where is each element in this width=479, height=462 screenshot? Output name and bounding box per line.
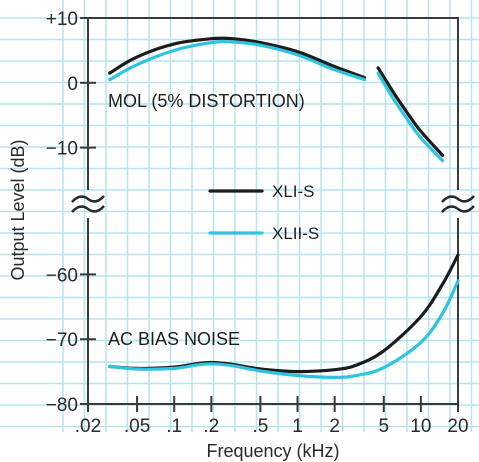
- x-tick-label: 20: [447, 416, 468, 437]
- series-xli-s-mol-segment-1: [108, 36, 367, 80]
- x-axis-title: Frequency (kHz): [206, 441, 339, 461]
- x-tick-label: .5: [252, 416, 268, 437]
- y-tick-label: −80: [46, 395, 78, 416]
- legend: XLI-S XLII-S: [208, 182, 319, 243]
- x-tick-label: .1: [166, 416, 182, 437]
- legend-label-xlii-s: XLII-S: [272, 224, 319, 243]
- y-tick-label: −60: [46, 265, 78, 286]
- y-axis-break-right: [441, 195, 475, 203]
- y-tick-label: −10: [46, 139, 78, 160]
- series-xlii-s-ac-bias-noise-segment-1: [108, 279, 460, 379]
- y-axis-break-right: [441, 205, 475, 213]
- x-tick-label: 1: [292, 416, 303, 437]
- y-tick-label: 0: [67, 74, 78, 95]
- y-tick-label: +10: [46, 9, 78, 30]
- x-tick-label: .05: [124, 416, 150, 437]
- series-xlii-s-mol-segment-2: [376, 71, 445, 163]
- x-tick-label: 5: [378, 416, 389, 437]
- legend-label-xli-s: XLI-S: [272, 182, 315, 201]
- x-tick-label: 2: [329, 416, 340, 437]
- axes: +10 0 −10 −60 −70 −80.02 .05 .1 .2 .5 1 2 5 10 20: [46, 9, 469, 437]
- axis-frame-lower: [87, 218, 459, 405]
- x-tick-label: 10: [410, 416, 431, 437]
- mol-annotation: MOL (5% DISTORTION): [108, 91, 305, 111]
- y-axis-title: Output Level (dB): [8, 139, 28, 280]
- series-lines: [108, 36, 460, 379]
- axis-frame-upper: [88, 17, 459, 190]
- x-tick-label: .02: [75, 416, 101, 437]
- y-axis-break-left: [71, 205, 105, 213]
- x-tick-label: .2: [203, 416, 219, 437]
- series-xli-s-mol-segment-2: [376, 66, 445, 157]
- axis-breaks: [71, 195, 475, 213]
- y-axis-break-left: [71, 195, 105, 203]
- noise-annotation: AC BIAS NOISE: [108, 329, 240, 349]
- y-tick-label: −70: [46, 330, 78, 351]
- series-xlii-s-mol-segment-1: [108, 39, 367, 82]
